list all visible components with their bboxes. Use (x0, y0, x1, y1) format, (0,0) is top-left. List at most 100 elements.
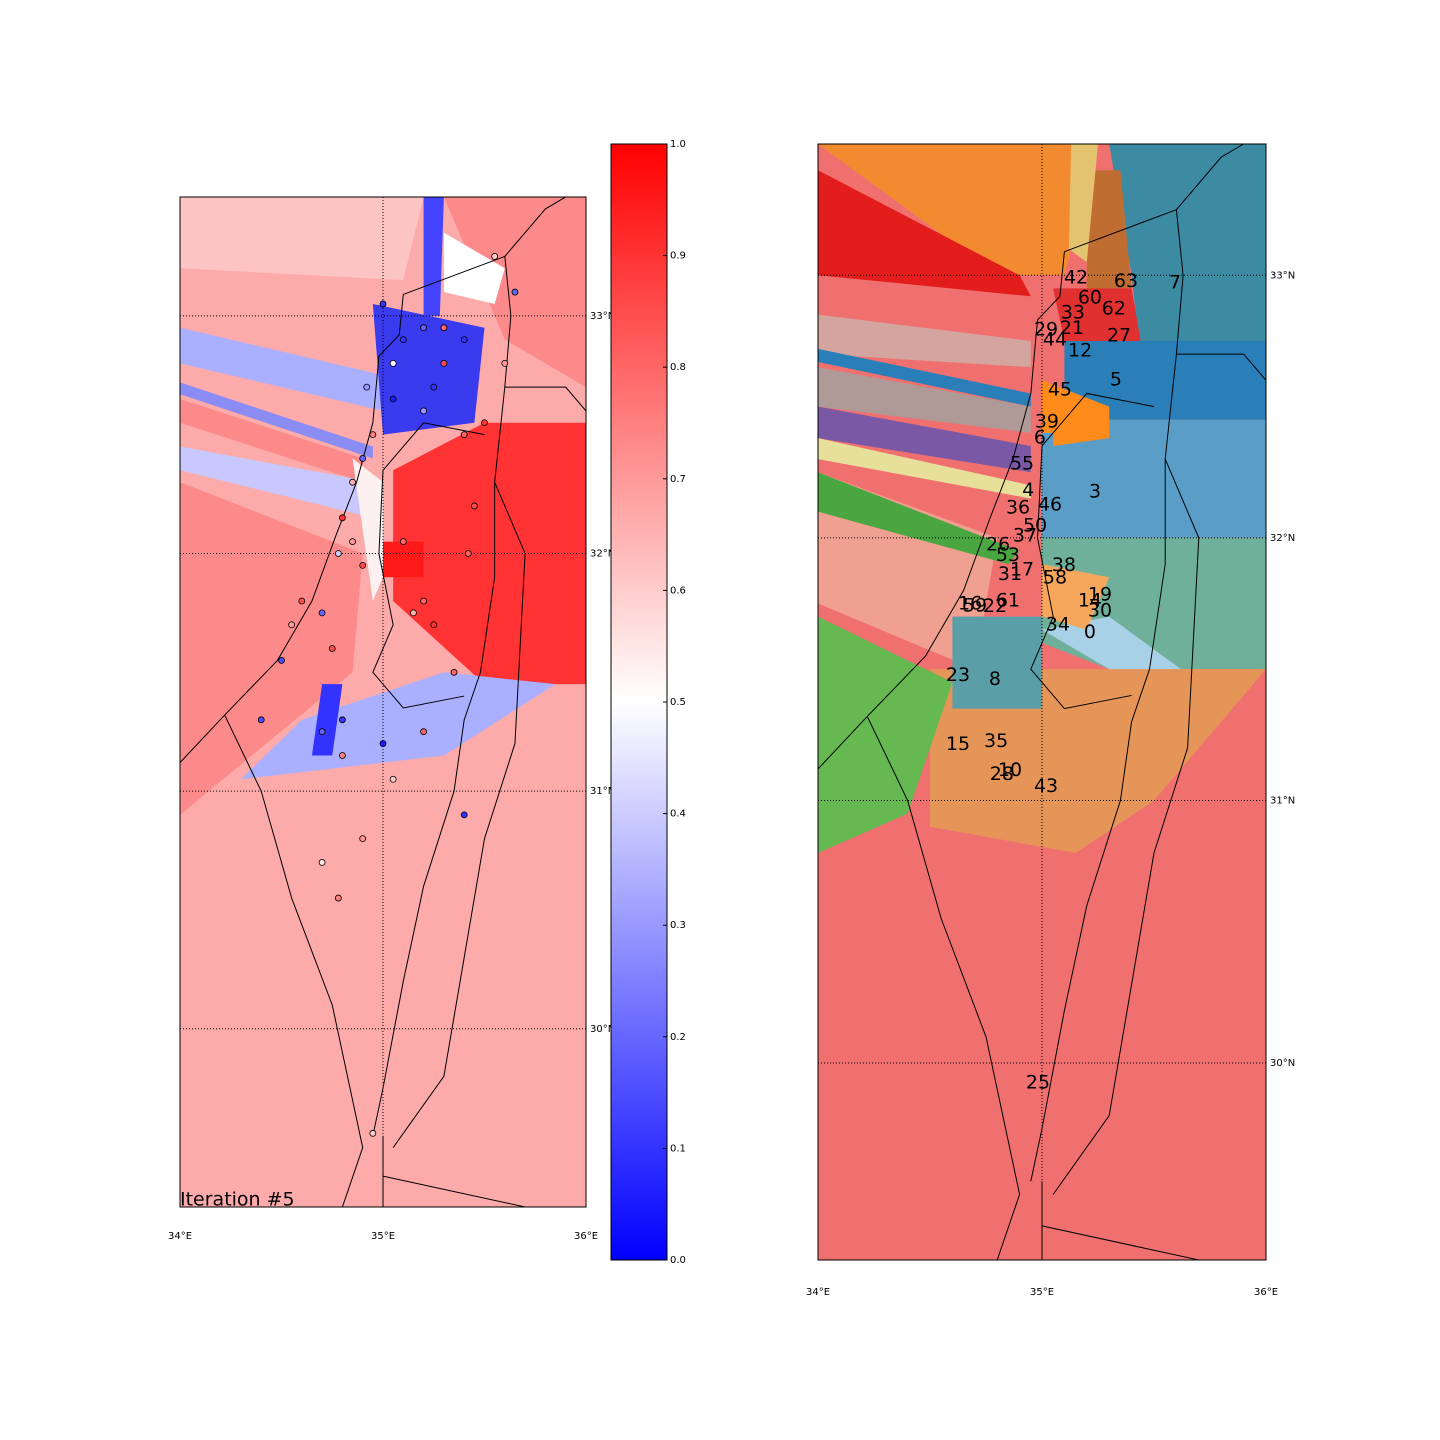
data-point (420, 728, 428, 736)
data-point (420, 597, 428, 605)
data-point (318, 609, 326, 617)
border (504, 386, 586, 412)
region-fill (372, 303, 485, 435)
region-fill (180, 197, 424, 281)
data-point (334, 550, 342, 557)
data-point (511, 288, 519, 296)
region-label: 7 (1169, 272, 1181, 294)
region-label: 4 (1022, 479, 1034, 501)
region-label: 44 (1043, 329, 1067, 351)
data-point (369, 1129, 377, 1137)
region-fill (1068, 144, 1098, 263)
x-tick-label: 35°E (371, 1231, 395, 1242)
region-label: 27 (1107, 325, 1131, 347)
region-label: 26 (986, 533, 1010, 555)
colorbar-tick-label: 0.6 (670, 585, 686, 596)
region-label: 53 (996, 544, 1020, 566)
border (1176, 353, 1266, 381)
region-label: 10 (998, 759, 1022, 781)
data-point (440, 324, 448, 332)
region-fill (180, 446, 373, 518)
data-point (328, 645, 336, 652)
data-point (450, 668, 458, 676)
region-fill (1064, 340, 1266, 420)
region-label: 30 (1088, 599, 1112, 621)
region-label: 0 (1084, 621, 1096, 643)
region-fill (180, 327, 383, 411)
data-point (430, 621, 438, 629)
region-label: 61 (996, 589, 1020, 611)
region-fill (311, 684, 343, 756)
data-point (470, 502, 478, 510)
data-point (363, 383, 371, 391)
region-fill (1042, 616, 1199, 683)
region-label: 37 (1013, 524, 1037, 546)
region-fill (180, 382, 373, 459)
colorbar-tick-label: 0.7 (670, 474, 686, 485)
data-point (338, 514, 346, 522)
data-point (460, 811, 468, 819)
region-fill (180, 399, 363, 483)
region-label: 31 (998, 563, 1022, 585)
region-label: 43 (1034, 775, 1058, 797)
colorbar-tick-label: 0.8 (670, 362, 686, 373)
colorbar-tick-label: 0.5 (670, 697, 686, 708)
region-label: 45 (1048, 379, 1072, 401)
data-point (318, 859, 326, 866)
data-point (460, 336, 468, 343)
data-point (464, 550, 472, 557)
region-fill (1042, 419, 1266, 538)
colorbar-tick-label: 0.1 (670, 1143, 686, 1154)
border (866, 716, 1021, 1260)
data-point (257, 716, 265, 724)
region-label: 8 (989, 668, 1001, 690)
y-tick-label: 30°N (1270, 1058, 1295, 1069)
region-label: 58 (1043, 566, 1067, 588)
data-point (359, 455, 367, 462)
y-tick-label: 30°N (590, 1024, 615, 1035)
border (1030, 208, 1184, 1182)
colorbar-tick-label: 0.3 (670, 920, 686, 931)
colorbar (610, 143, 668, 1261)
overlay: 34°E 35°E 36°E 30°N 31°N 32°N 33°N Iteration #5… (168, 139, 1295, 1298)
x-tick-label: 34°E (806, 1287, 830, 1298)
left-map (180, 197, 586, 1207)
region-fill (818, 144, 1098, 276)
data-point (410, 609, 417, 617)
region-fill (818, 438, 1031, 499)
region-label: 14 (1078, 589, 1102, 611)
map-frame (179, 196, 587, 1208)
border (372, 422, 485, 709)
region-label: 17 (1010, 558, 1034, 580)
data-point (430, 383, 438, 391)
region-fill (352, 458, 383, 601)
region-label: 6 (1034, 427, 1046, 449)
border (382, 1175, 526, 1207)
region-fill (1042, 564, 1110, 630)
region-label: 60 (1078, 287, 1102, 309)
region-label: 25 (1026, 1072, 1050, 1094)
region-label: 39 (1035, 411, 1059, 433)
data-point (338, 716, 346, 724)
data-point (334, 894, 342, 902)
data-point (379, 300, 387, 308)
border (180, 294, 404, 763)
region-fill (952, 616, 1042, 709)
y-tick-label: 31°N (1270, 795, 1295, 806)
region-fill (383, 541, 424, 578)
region-label: 29 (1034, 319, 1058, 341)
data-point (359, 561, 367, 569)
data-point (379, 740, 387, 747)
x-tick-label: 36°E (574, 1231, 598, 1242)
colorbar-tick-label: 1.0 (670, 139, 686, 150)
region-label: 36 (1006, 496, 1030, 518)
region-fill (818, 472, 1020, 565)
data-point (278, 657, 285, 664)
region-label: 38 (1052, 554, 1076, 576)
region-label: 46 (1038, 494, 1062, 516)
region-fill (180, 482, 363, 815)
region-label: 59 (963, 594, 987, 616)
data-point (399, 538, 407, 545)
